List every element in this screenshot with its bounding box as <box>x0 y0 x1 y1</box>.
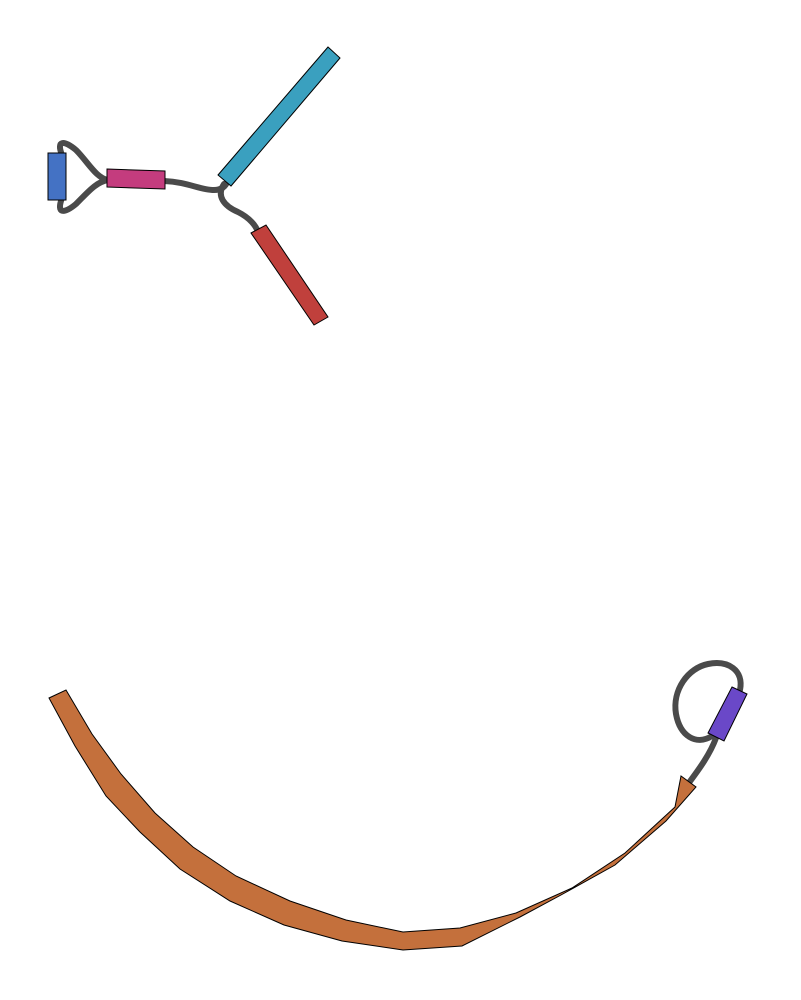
segment-orange[interactable] <box>48 689 697 951</box>
segment-cyan[interactable] <box>217 46 341 187</box>
link-junction-to-red <box>217 181 261 235</box>
link-purple-to-orange <box>685 735 719 787</box>
segment-blue[interactable] <box>47 152 67 201</box>
link-magenta-to-junction <box>161 177 231 193</box>
graph-segments <box>47 46 748 951</box>
link-blue-top-loop <box>56 140 111 183</box>
segment-red[interactable] <box>250 224 329 326</box>
graph-links <box>56 140 744 787</box>
link-purple-loop <box>672 660 744 743</box>
link-blue-bottom-loop <box>56 177 111 214</box>
segment-magenta[interactable] <box>106 168 166 190</box>
segment-purple[interactable] <box>707 686 748 742</box>
